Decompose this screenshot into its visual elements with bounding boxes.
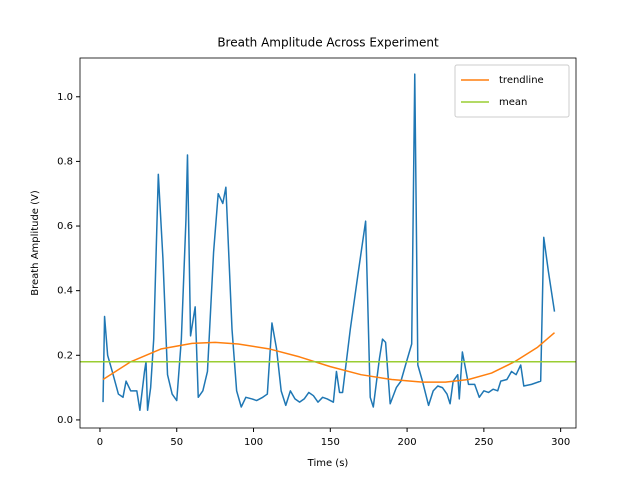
y-tick-label: 1.0 xyxy=(57,92,73,103)
chart-title: Breath Amplitude Across Experiment xyxy=(217,36,439,50)
y-tick-label: 0.2 xyxy=(57,350,73,361)
y-tick-label: 0.0 xyxy=(57,415,73,426)
plot-frame xyxy=(79,57,577,429)
legend-label: mean xyxy=(499,97,527,108)
x-tick-label: 250 xyxy=(474,437,493,448)
y-tick-label: 0.4 xyxy=(57,286,73,297)
x-axis-label: Time (s) xyxy=(307,458,349,469)
trend-line xyxy=(102,332,555,383)
legend-label: trendline xyxy=(499,75,544,86)
y-tick-label: 0.6 xyxy=(57,221,73,232)
x-tick-label: 200 xyxy=(398,437,417,448)
legend-box xyxy=(454,64,570,118)
y-tick-label: 0.8 xyxy=(57,156,73,167)
x-tick-label: 150 xyxy=(321,437,340,448)
x-tick-label: 0 xyxy=(97,437,103,448)
data-line xyxy=(102,73,556,411)
y-axis-label: Breath Amplitude (V) xyxy=(30,190,41,296)
x-tick-label: 100 xyxy=(244,437,263,448)
x-tick-label: 300 xyxy=(551,437,570,448)
x-tick-label: 50 xyxy=(170,437,183,448)
